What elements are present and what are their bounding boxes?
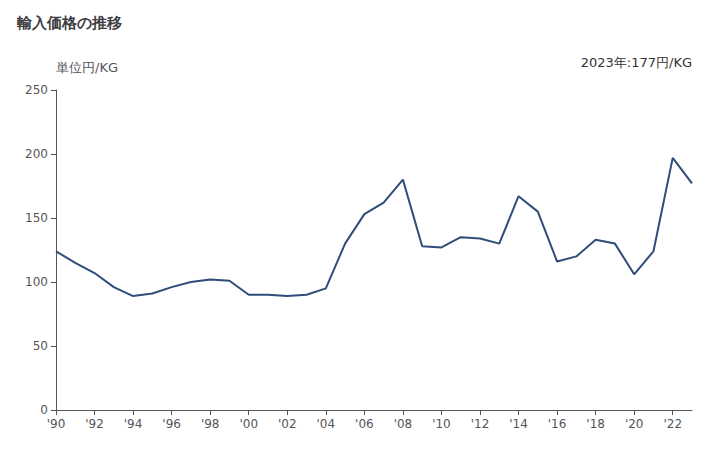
svg-text:0: 0 xyxy=(40,403,48,417)
svg-text:150: 150 xyxy=(25,211,48,225)
svg-text:'94: '94 xyxy=(124,417,143,431)
svg-text:'90: '90 xyxy=(47,417,66,431)
svg-text:'08: '08 xyxy=(394,417,413,431)
svg-text:単位円/KG: 単位円/KG xyxy=(56,60,118,75)
svg-text:100: 100 xyxy=(25,275,48,289)
svg-text:'02: '02 xyxy=(278,417,297,431)
svg-text:2023年:177円/KG: 2023年:177円/KG xyxy=(581,55,692,70)
svg-text:'04: '04 xyxy=(317,417,336,431)
svg-text:50: 50 xyxy=(33,339,48,353)
svg-text:'00: '00 xyxy=(239,417,258,431)
svg-text:'96: '96 xyxy=(162,417,181,431)
svg-text:'16: '16 xyxy=(548,417,567,431)
svg-text:250: 250 xyxy=(25,83,48,97)
svg-text:'20: '20 xyxy=(625,417,644,431)
svg-text:'14: '14 xyxy=(509,417,528,431)
svg-text:'12: '12 xyxy=(471,417,490,431)
svg-text:'06: '06 xyxy=(355,417,374,431)
svg-text:'18: '18 xyxy=(586,417,605,431)
svg-text:輸入価格の推移: 輸入価格の推移 xyxy=(16,14,122,32)
svg-text:'92: '92 xyxy=(85,417,104,431)
svg-text:'10: '10 xyxy=(432,417,451,431)
svg-text:'98: '98 xyxy=(201,417,220,431)
svg-text:200: 200 xyxy=(25,147,48,161)
svg-text:'22: '22 xyxy=(663,417,682,431)
